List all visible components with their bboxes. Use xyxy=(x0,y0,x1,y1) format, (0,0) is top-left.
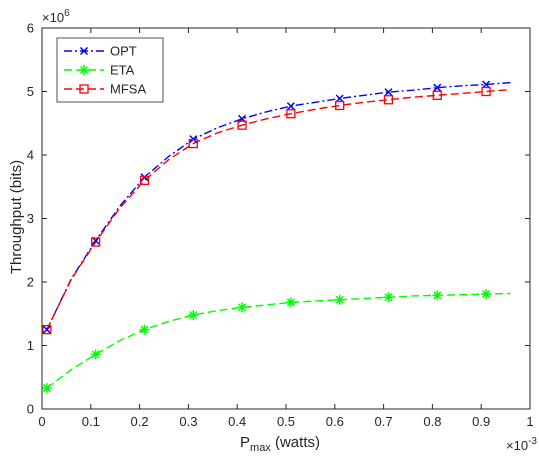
data-point-opt xyxy=(42,325,51,334)
data-point-eta xyxy=(432,290,443,301)
x-tick-label: 0.1 xyxy=(82,414,100,429)
y-tick-label: 5 xyxy=(27,84,34,99)
series-line-mfsa xyxy=(46,88,511,330)
data-point-mfsa xyxy=(42,324,52,335)
x-tick-label: 0.8 xyxy=(423,414,441,429)
data-point-opt xyxy=(335,94,344,103)
series-line-eta xyxy=(46,292,511,389)
y-tick-label: 6 xyxy=(27,21,34,36)
data-point-mfsa xyxy=(139,175,150,186)
x-tick-label: 0.2 xyxy=(131,414,149,429)
data-point-mfsa xyxy=(91,237,101,247)
x-tick-label: 0.9 xyxy=(472,414,490,429)
x-exponent-label: ×10-3 xyxy=(506,436,537,453)
y-exponent-label: ×106 xyxy=(42,8,70,25)
data-point-mfsa xyxy=(383,95,394,105)
data-point-mfsa xyxy=(481,86,491,97)
data-point-eta xyxy=(481,289,492,300)
data-point-mfsa xyxy=(335,100,345,111)
data-point-eta xyxy=(90,349,101,360)
legend-marker-opt xyxy=(79,46,89,56)
data-point-mfsa xyxy=(237,120,247,130)
y-tick-label: 3 xyxy=(27,211,34,226)
legend: OPT ETA MFSA xyxy=(56,37,164,103)
data-point-opt xyxy=(482,80,491,89)
legend-marker-mfsa xyxy=(79,84,89,94)
data-point-eta xyxy=(383,292,394,303)
data-point-eta xyxy=(285,297,296,308)
y-axis-label: Throughput (bits) xyxy=(8,160,25,274)
data-point-mfsa xyxy=(286,109,296,119)
y-tick-label: 1 xyxy=(27,338,34,353)
x-tick-label: 0.6 xyxy=(326,414,344,429)
x-tick-label: 0.5 xyxy=(277,414,295,429)
data-point-eta xyxy=(188,310,199,321)
legend-marker-eta xyxy=(79,65,89,75)
legend-label-eta: ETA xyxy=(110,63,135,78)
x-tick-label: 0.3 xyxy=(179,414,197,429)
x-axis-label: Pmax (watts) xyxy=(240,434,320,454)
y-tick-label: 4 xyxy=(27,148,34,163)
y-tick-label: 2 xyxy=(27,275,34,290)
data-point-mfsa xyxy=(188,138,198,149)
x-tick-label: 1 xyxy=(526,414,533,429)
data-point-eta xyxy=(237,302,248,313)
series-line-opt xyxy=(46,81,511,330)
data-point-opt xyxy=(433,83,442,92)
data-point-opt xyxy=(286,102,295,111)
y-tick-label: 0 xyxy=(27,402,34,417)
x-tick-label: 0 xyxy=(38,414,45,429)
legend-label-opt: OPT xyxy=(110,44,137,59)
data-point-eta xyxy=(41,383,52,394)
data-point-mfsa xyxy=(432,90,442,100)
legend-label-mfsa: MFSA xyxy=(110,82,146,97)
data-point-eta xyxy=(139,324,150,335)
x-tick-label: 0.7 xyxy=(375,414,393,429)
data-point-opt xyxy=(140,173,149,182)
data-point-eta xyxy=(334,294,345,305)
legend-box xyxy=(56,37,164,103)
data-point-opt xyxy=(384,88,393,97)
x-tick-label: 0.4 xyxy=(228,414,246,429)
